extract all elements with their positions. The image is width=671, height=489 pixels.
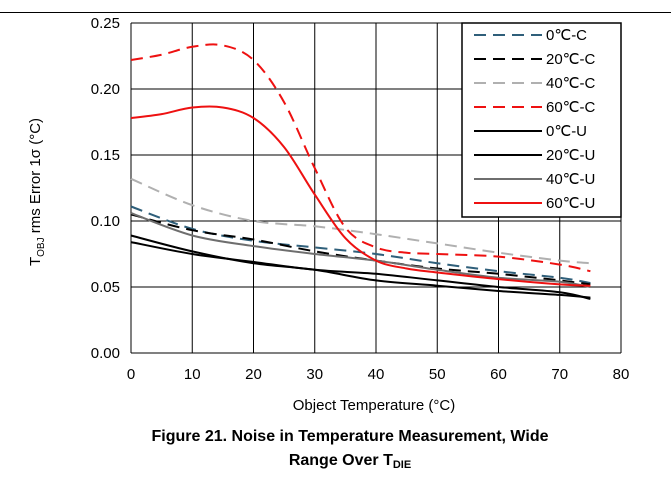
y-tick-label: 0.00 <box>91 345 120 362</box>
y-tick-label: 0.15 <box>91 147 120 164</box>
legend-label: 40℃-U <box>546 171 595 188</box>
series-line <box>130 234 591 299</box>
series-line <box>130 105 591 287</box>
x-tick-label: 80 <box>613 366 630 383</box>
series-line <box>130 177 591 265</box>
legend-label: 0℃-C <box>546 27 587 44</box>
legend-label: 40℃-C <box>546 75 596 92</box>
legend-box <box>461 22 622 218</box>
y-tick-label: 0.10 <box>91 213 120 230</box>
line-chart: 0 10 20 30 40 50 60 70 80 0.00 0.05 0.10 0.15 0.20 0.2… <box>27 15 630 414</box>
x-tick-label: 30 <box>306 366 323 383</box>
x-tick-label: 60 <box>490 366 507 383</box>
x-tick-label: 10 <box>184 366 201 383</box>
x-tick-label: 0 <box>127 366 135 383</box>
caption-line2-subscript: DIE <box>392 459 412 471</box>
legend-label: 20℃-U <box>546 147 595 164</box>
series-line <box>130 205 591 284</box>
legend-label: 0℃-U <box>546 123 587 140</box>
y-tick-label: 0.20 <box>91 81 120 98</box>
series-line <box>130 241 591 300</box>
legend-label: 20℃-C <box>546 51 596 68</box>
y-tick-label: 0.05 <box>91 279 120 296</box>
figure-caption-line2: Range Over TDIE <box>60 452 640 471</box>
x-axis-title: Object Temperature (°C) <box>293 397 455 414</box>
x-tick-label: 20 <box>245 366 262 383</box>
series-line <box>130 43 591 273</box>
x-tick-label: 70 <box>551 366 568 383</box>
top-rule <box>0 12 671 13</box>
y-tick-label: 0.25 <box>91 15 120 32</box>
caption-line2-text: Range Over T <box>288 452 393 469</box>
y-axis-title: TOBJ rms Error 1σ (°C) <box>27 118 47 266</box>
x-tick-label: 40 <box>368 366 385 383</box>
legend-label: 60℃-C <box>546 99 596 116</box>
figure-caption-line1: Figure 21. Noise in Temperature Measurem… <box>151 428 549 445</box>
x-tick-label: 50 <box>429 366 446 383</box>
legend-label: 60℃-U <box>546 195 595 212</box>
